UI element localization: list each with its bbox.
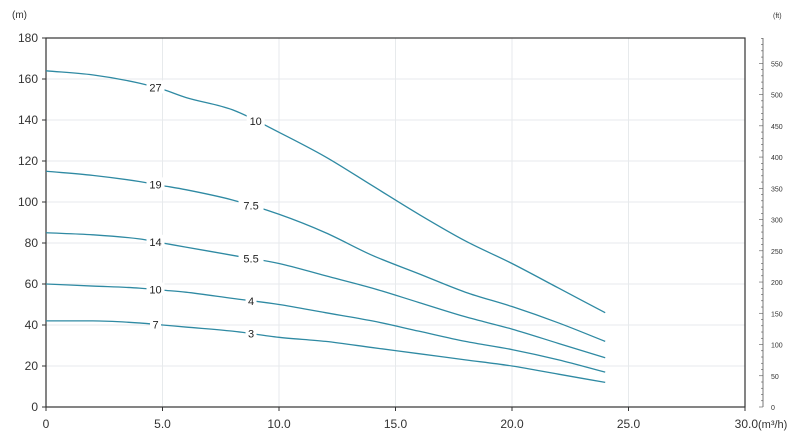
curve-label-background: [146, 282, 165, 296]
y-tick-label: 140: [18, 113, 38, 127]
right-tick-label: 500: [771, 93, 783, 100]
y-tick-label: 100: [18, 195, 38, 209]
curve-label: 4: [248, 296, 254, 308]
curve-line-4: [45, 283, 606, 373]
curve-label: 27: [149, 82, 161, 94]
curve-label: 10: [149, 285, 161, 297]
curve-label-background: [150, 317, 162, 331]
x-tick-label: 25.0: [617, 417, 641, 431]
x-tick-label: 20.0: [500, 417, 524, 431]
x-tick-label: 10.0: [267, 417, 291, 431]
right-tick-label: 200: [771, 280, 783, 287]
curve-label: 14: [149, 237, 161, 249]
right-tick-label: 300: [771, 218, 783, 225]
x-tick-label: 30.0: [735, 417, 759, 431]
curve-label: 7: [152, 319, 158, 331]
curve-label-background: [238, 251, 264, 265]
curve-label-background: [146, 177, 165, 191]
right-axis-line: 0 50 100 150 200 250 300 350 400 450 500 550: [759, 38, 783, 412]
y-tick-label: 120: [18, 154, 38, 168]
curve-label-background: [238, 198, 264, 212]
right-tick-label: 100: [771, 343, 783, 350]
x-tick-label: 0: [43, 417, 50, 431]
curve-label: 3: [248, 329, 254, 341]
y-tick-label: 160: [18, 72, 38, 86]
right-tick-label: 550: [771, 61, 783, 68]
right-tick-label: 250: [771, 249, 783, 256]
curve-label: 19: [149, 179, 161, 191]
curve-label-background: [245, 326, 257, 340]
right-axis-unit: (ft): [773, 13, 782, 20]
left-axis-unit: (m): [12, 10, 27, 21]
right-tick-label: 150: [771, 311, 783, 318]
curve-label-background: [246, 114, 265, 128]
curve-labels: 27 10 19 7.5 14 5.5 10 4 7 3: [146, 80, 265, 341]
right-tick-label: 400: [771, 155, 783, 162]
y-tick-label: 40: [25, 318, 39, 332]
curve-label: 5.5: [243, 254, 258, 266]
y-tick-label: 80: [25, 236, 39, 250]
curve-label: 7.5: [243, 201, 258, 213]
curve-label-background: [146, 80, 165, 94]
axis-ticks: 0 20 40 60 80 100 120 140 160 180 0 5.0 10.0 15.0 20.0…: [18, 31, 758, 431]
curve-label-background: [245, 293, 257, 307]
curve-label: 10: [250, 116, 262, 128]
y-tick-label: 20: [25, 359, 39, 373]
y-tick-label: 0: [31, 400, 38, 414]
curve-line-2: [45, 170, 606, 343]
right-tick-label: 50: [771, 374, 779, 381]
curve-line-3: [45, 232, 606, 359]
right-tick-label: 450: [771, 124, 783, 131]
x-axis-unit: (m³/h): [758, 419, 787, 431]
y-tick-label: 60: [25, 277, 39, 291]
curve-line-5: [46, 320, 606, 384]
curve-label-background: [146, 234, 165, 248]
y-tick-label: 180: [18, 31, 38, 45]
x-tick-label: 5.0: [154, 417, 171, 431]
curve-line-1: [45, 70, 606, 314]
curves: [45, 70, 606, 384]
x-tick-label: 15.0: [384, 417, 408, 431]
right-tick-label: 350: [771, 186, 783, 193]
right-tick-label: 0: [771, 405, 775, 412]
